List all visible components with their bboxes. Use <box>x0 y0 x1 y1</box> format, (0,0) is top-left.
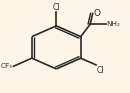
Text: NH₂: NH₂ <box>106 21 120 27</box>
Text: Cl: Cl <box>97 66 105 75</box>
Text: CF₃: CF₃ <box>1 63 13 69</box>
Text: O: O <box>94 9 101 18</box>
Text: Cl: Cl <box>53 3 60 12</box>
